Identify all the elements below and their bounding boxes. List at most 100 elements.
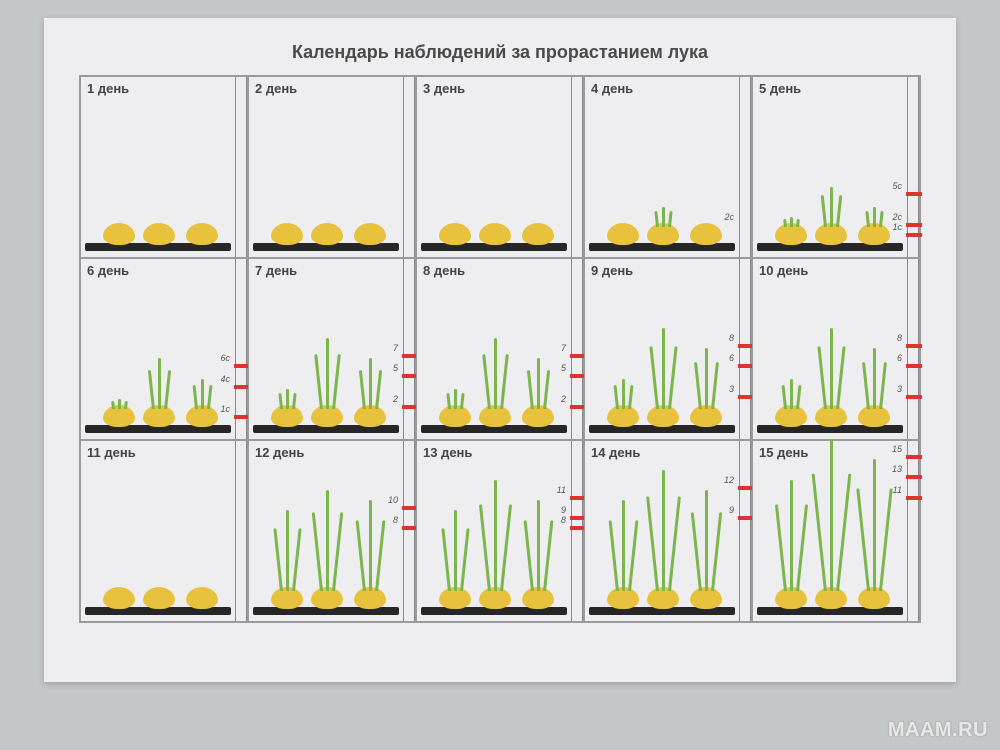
ruler-mark-label: 10 bbox=[388, 495, 398, 505]
onion-sprout bbox=[836, 195, 842, 227]
ruler-mark bbox=[906, 496, 922, 500]
ruler: 752 bbox=[403, 259, 415, 439]
ruler-mark-label: 15 bbox=[892, 444, 902, 454]
onion-sprout bbox=[796, 504, 808, 591]
onion-sprout bbox=[543, 370, 550, 410]
ruler-mark-label: 7 bbox=[393, 343, 398, 353]
day-cell: 9 день863 bbox=[584, 258, 752, 440]
ruler: 752 bbox=[571, 259, 583, 439]
onion-sprout bbox=[454, 510, 457, 591]
ruler-mark-label: 7 bbox=[561, 343, 566, 353]
onion-bulb bbox=[522, 223, 554, 245]
onion-sprout bbox=[164, 370, 171, 410]
calendar-grid: 1 день2 день3 день 4 день 2с 5 день 5с2с1с 6 … bbox=[79, 75, 921, 623]
onion-bulb bbox=[186, 587, 218, 609]
day-label: 5 день bbox=[759, 81, 801, 96]
onion-bulb bbox=[690, 223, 722, 245]
onion-sprout bbox=[460, 528, 470, 591]
onion-sprout bbox=[628, 520, 638, 591]
ruler: 1198 bbox=[571, 441, 583, 621]
onion-sprout bbox=[830, 187, 833, 228]
onion-sprout bbox=[148, 370, 155, 410]
onion-sprout bbox=[326, 490, 329, 591]
drawing-panel: 5 день bbox=[753, 77, 907, 257]
onion-sprout bbox=[614, 385, 619, 409]
onion-sprout bbox=[865, 211, 870, 227]
onion-bulb bbox=[143, 223, 175, 245]
ruler: 5с2с1с bbox=[907, 77, 919, 257]
onion-sprout bbox=[193, 385, 198, 409]
onion-sprout bbox=[622, 379, 625, 409]
onion-sprout bbox=[273, 528, 283, 591]
onion-sprout bbox=[375, 520, 385, 591]
drawing-panel: 13 день bbox=[417, 441, 571, 621]
ruler-mark-label: 12 bbox=[724, 475, 734, 485]
drawing-panel: 9 день bbox=[585, 259, 739, 439]
drawing-panel: 14 день bbox=[585, 441, 739, 621]
onion-sprout bbox=[356, 520, 366, 591]
ruler bbox=[571, 77, 583, 257]
day-cell: 15 день151311 bbox=[752, 440, 920, 622]
onion-bulb bbox=[103, 223, 135, 245]
ruler-mark-label: 2с bbox=[892, 212, 902, 222]
onion-sprout bbox=[873, 459, 876, 591]
ruler-mark-label: 9 bbox=[561, 505, 566, 515]
onion-sprout bbox=[662, 328, 665, 409]
onion-sprout bbox=[482, 354, 491, 409]
ruler: 863 bbox=[907, 259, 919, 439]
onion-sprout bbox=[668, 346, 678, 409]
ruler-mark bbox=[906, 364, 922, 368]
day-cell: 12 день108 bbox=[248, 440, 416, 622]
onion-sprout bbox=[705, 490, 708, 591]
onion-sprout bbox=[790, 217, 793, 227]
ruler: 108 bbox=[403, 441, 415, 621]
onion-sprout bbox=[879, 362, 887, 409]
onion-sprout bbox=[158, 358, 161, 409]
onion-sprout bbox=[278, 393, 283, 409]
ruler-mark bbox=[906, 192, 922, 196]
onion-sprout bbox=[662, 470, 665, 592]
drawing-panel: 4 день bbox=[585, 77, 739, 257]
ruler: 151311 bbox=[907, 441, 919, 621]
day-cell: 6 день6с4с1с bbox=[80, 258, 248, 440]
day-cell: 1 день bbox=[80, 76, 248, 258]
onion-sprout bbox=[441, 528, 451, 591]
onion-sprout bbox=[118, 399, 121, 409]
onion-bulb bbox=[479, 223, 511, 245]
day-label: 14 день bbox=[591, 445, 640, 460]
onion-sprout bbox=[286, 389, 289, 409]
onion-sprout bbox=[790, 480, 793, 591]
onion-sprout bbox=[812, 473, 827, 591]
ruler-mark-label: 5с bbox=[892, 181, 902, 191]
onion-sprout bbox=[500, 504, 512, 591]
day-cell: 2 день bbox=[248, 76, 416, 258]
drawing-panel: 6 день bbox=[81, 259, 235, 439]
day-label: 7 день bbox=[255, 263, 297, 278]
ruler-mark bbox=[906, 475, 922, 479]
onion-sprout bbox=[694, 362, 702, 409]
day-cell: 3 день bbox=[416, 76, 584, 258]
ruler-mark bbox=[906, 455, 922, 459]
onion-sprout bbox=[454, 389, 457, 409]
ruler-mark-label: 1с bbox=[220, 404, 230, 414]
drawing-panel: 3 день bbox=[417, 77, 571, 257]
ruler-mark-label: 13 bbox=[892, 464, 902, 474]
onion-bulb bbox=[354, 223, 386, 245]
drawing-panel: 8 день bbox=[417, 259, 571, 439]
onion-sprout bbox=[821, 195, 827, 227]
onion-sprout bbox=[691, 512, 702, 591]
onion-sprout bbox=[654, 211, 659, 227]
day-label: 11 день bbox=[87, 445, 136, 460]
onion-sprout bbox=[662, 207, 665, 227]
ruler-mark-label: 3 bbox=[897, 384, 902, 394]
ruler-mark-label: 6 bbox=[897, 353, 902, 363]
day-label: 8 день bbox=[423, 263, 465, 278]
onion-sprout bbox=[775, 504, 787, 591]
ruler: 129 bbox=[739, 441, 751, 621]
ruler-mark-label: 6 bbox=[729, 353, 734, 363]
ruler: 6с4с1с bbox=[235, 259, 247, 439]
observation-calendar: Календарь наблюдений за прорастанием лук… bbox=[44, 18, 956, 682]
ruler-mark-label: 3 bbox=[729, 384, 734, 394]
day-label: 4 день bbox=[591, 81, 633, 96]
day-label: 10 день bbox=[759, 263, 808, 278]
